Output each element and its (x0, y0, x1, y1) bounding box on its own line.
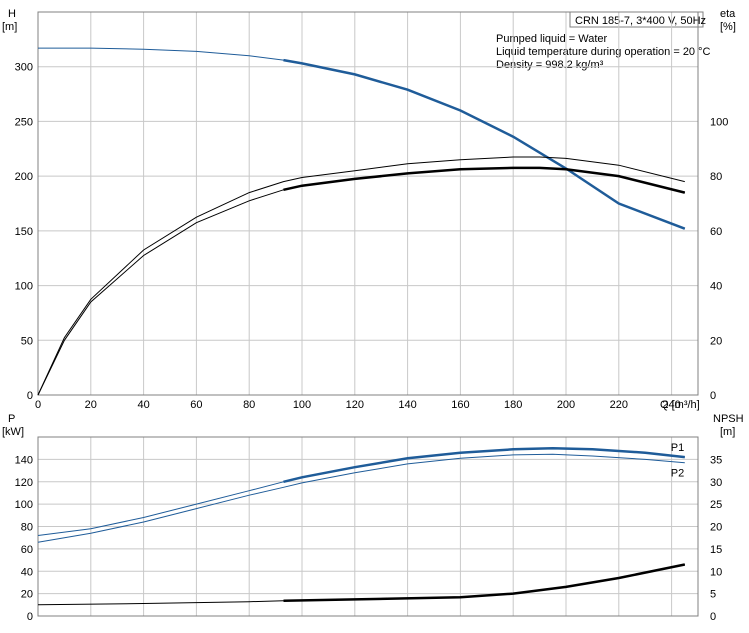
annotation-pumped-liquid: Pumped liquid = Water (496, 33, 608, 45)
y-right-tick-label: 80 (710, 171, 722, 183)
y-right-tick-label: 40 (710, 281, 722, 293)
x-tick-label: 140 (398, 399, 416, 411)
y-left-tick-label: 200 (15, 171, 33, 183)
y-left-tick-label: 0 (27, 390, 33, 402)
x-tick-label: 80 (243, 399, 255, 411)
series-line-bold (283, 563, 686, 603)
plot-frame (37, 436, 699, 617)
series-line (37, 447, 685, 536)
y-right-axis-unit: [%] (720, 21, 736, 33)
y-right-tick-label: 25 (710, 499, 722, 511)
x-tick-label: 160 (451, 399, 469, 411)
series-line (37, 156, 685, 396)
x-tick-label: 220 (610, 399, 628, 411)
y-right-tick-label: 100 (710, 116, 728, 128)
y-left-tick-label: 140 (15, 454, 33, 466)
y-right-tick-label: 20 (710, 335, 722, 347)
x-tick-label: 120 (346, 399, 364, 411)
series-line (37, 167, 685, 396)
x-tick-label: 180 (504, 399, 522, 411)
y-left-axis-label: P (8, 413, 15, 425)
series-line-bold (283, 58, 686, 230)
y-left-tick-label: 0 (27, 611, 33, 623)
y-left-tick-label: 250 (15, 116, 33, 128)
y-left-axis-unit: [kW] (2, 426, 24, 438)
y-left-tick-label: 60 (21, 544, 33, 556)
y-left-tick-label: 150 (15, 226, 33, 238)
y-left-axis-unit: [m] (2, 21, 17, 33)
x-axis-label: Q [m³/h] (660, 399, 700, 411)
series-line (37, 453, 685, 543)
y-right-axis-unit: [m] (720, 426, 735, 438)
x-tick-label: 0 (35, 399, 41, 411)
x-tick-label: 100 (293, 399, 311, 411)
series-label: P1 (671, 442, 684, 454)
y-right-axis-label: eta (720, 8, 736, 20)
y-right-axis-label: NPSH (713, 413, 744, 425)
y-right-tick-label: 10 (710, 566, 722, 578)
x-tick-label: 20 (85, 399, 97, 411)
x-tick-label: 40 (137, 399, 149, 411)
annotation-liquid-temp: Liquid temperature during operation = 20… (496, 46, 711, 58)
x-tick-label: 240 (662, 399, 680, 411)
annotation-density: Density = 998.2 kg/m³ (496, 59, 604, 71)
chart-title: CRN 185-7, 3*400 V, 50Hz (575, 15, 706, 27)
y-right-tick-label: 0 (710, 611, 716, 623)
y-left-tick-label: 120 (15, 477, 33, 489)
y-left-tick-label: 40 (21, 566, 33, 578)
plot-frame (37, 11, 699, 396)
y-right-tick-label: 15 (710, 544, 722, 556)
x-tick-label: 60 (190, 399, 202, 411)
x-tick-label: 200 (557, 399, 575, 411)
y-left-tick-label: 20 (21, 589, 33, 601)
y-left-tick-label: 300 (15, 62, 33, 74)
y-right-tick-label: 0 (710, 390, 716, 402)
y-left-tick-label: 100 (15, 281, 33, 293)
y-right-tick-label: 5 (710, 589, 716, 601)
y-right-tick-label: 60 (710, 226, 722, 238)
y-right-tick-label: 30 (710, 477, 722, 489)
series-line-bold (283, 166, 686, 194)
y-left-axis-label: H (8, 8, 16, 20)
y-left-tick-label: 80 (21, 522, 33, 534)
series-line-bold (283, 446, 685, 484)
y-left-tick-label: 50 (21, 335, 33, 347)
y-left-tick-label: 100 (15, 499, 33, 511)
series-label: P2 (671, 468, 684, 480)
y-right-tick-label: 35 (710, 454, 722, 466)
y-right-tick-label: 20 (710, 522, 722, 534)
